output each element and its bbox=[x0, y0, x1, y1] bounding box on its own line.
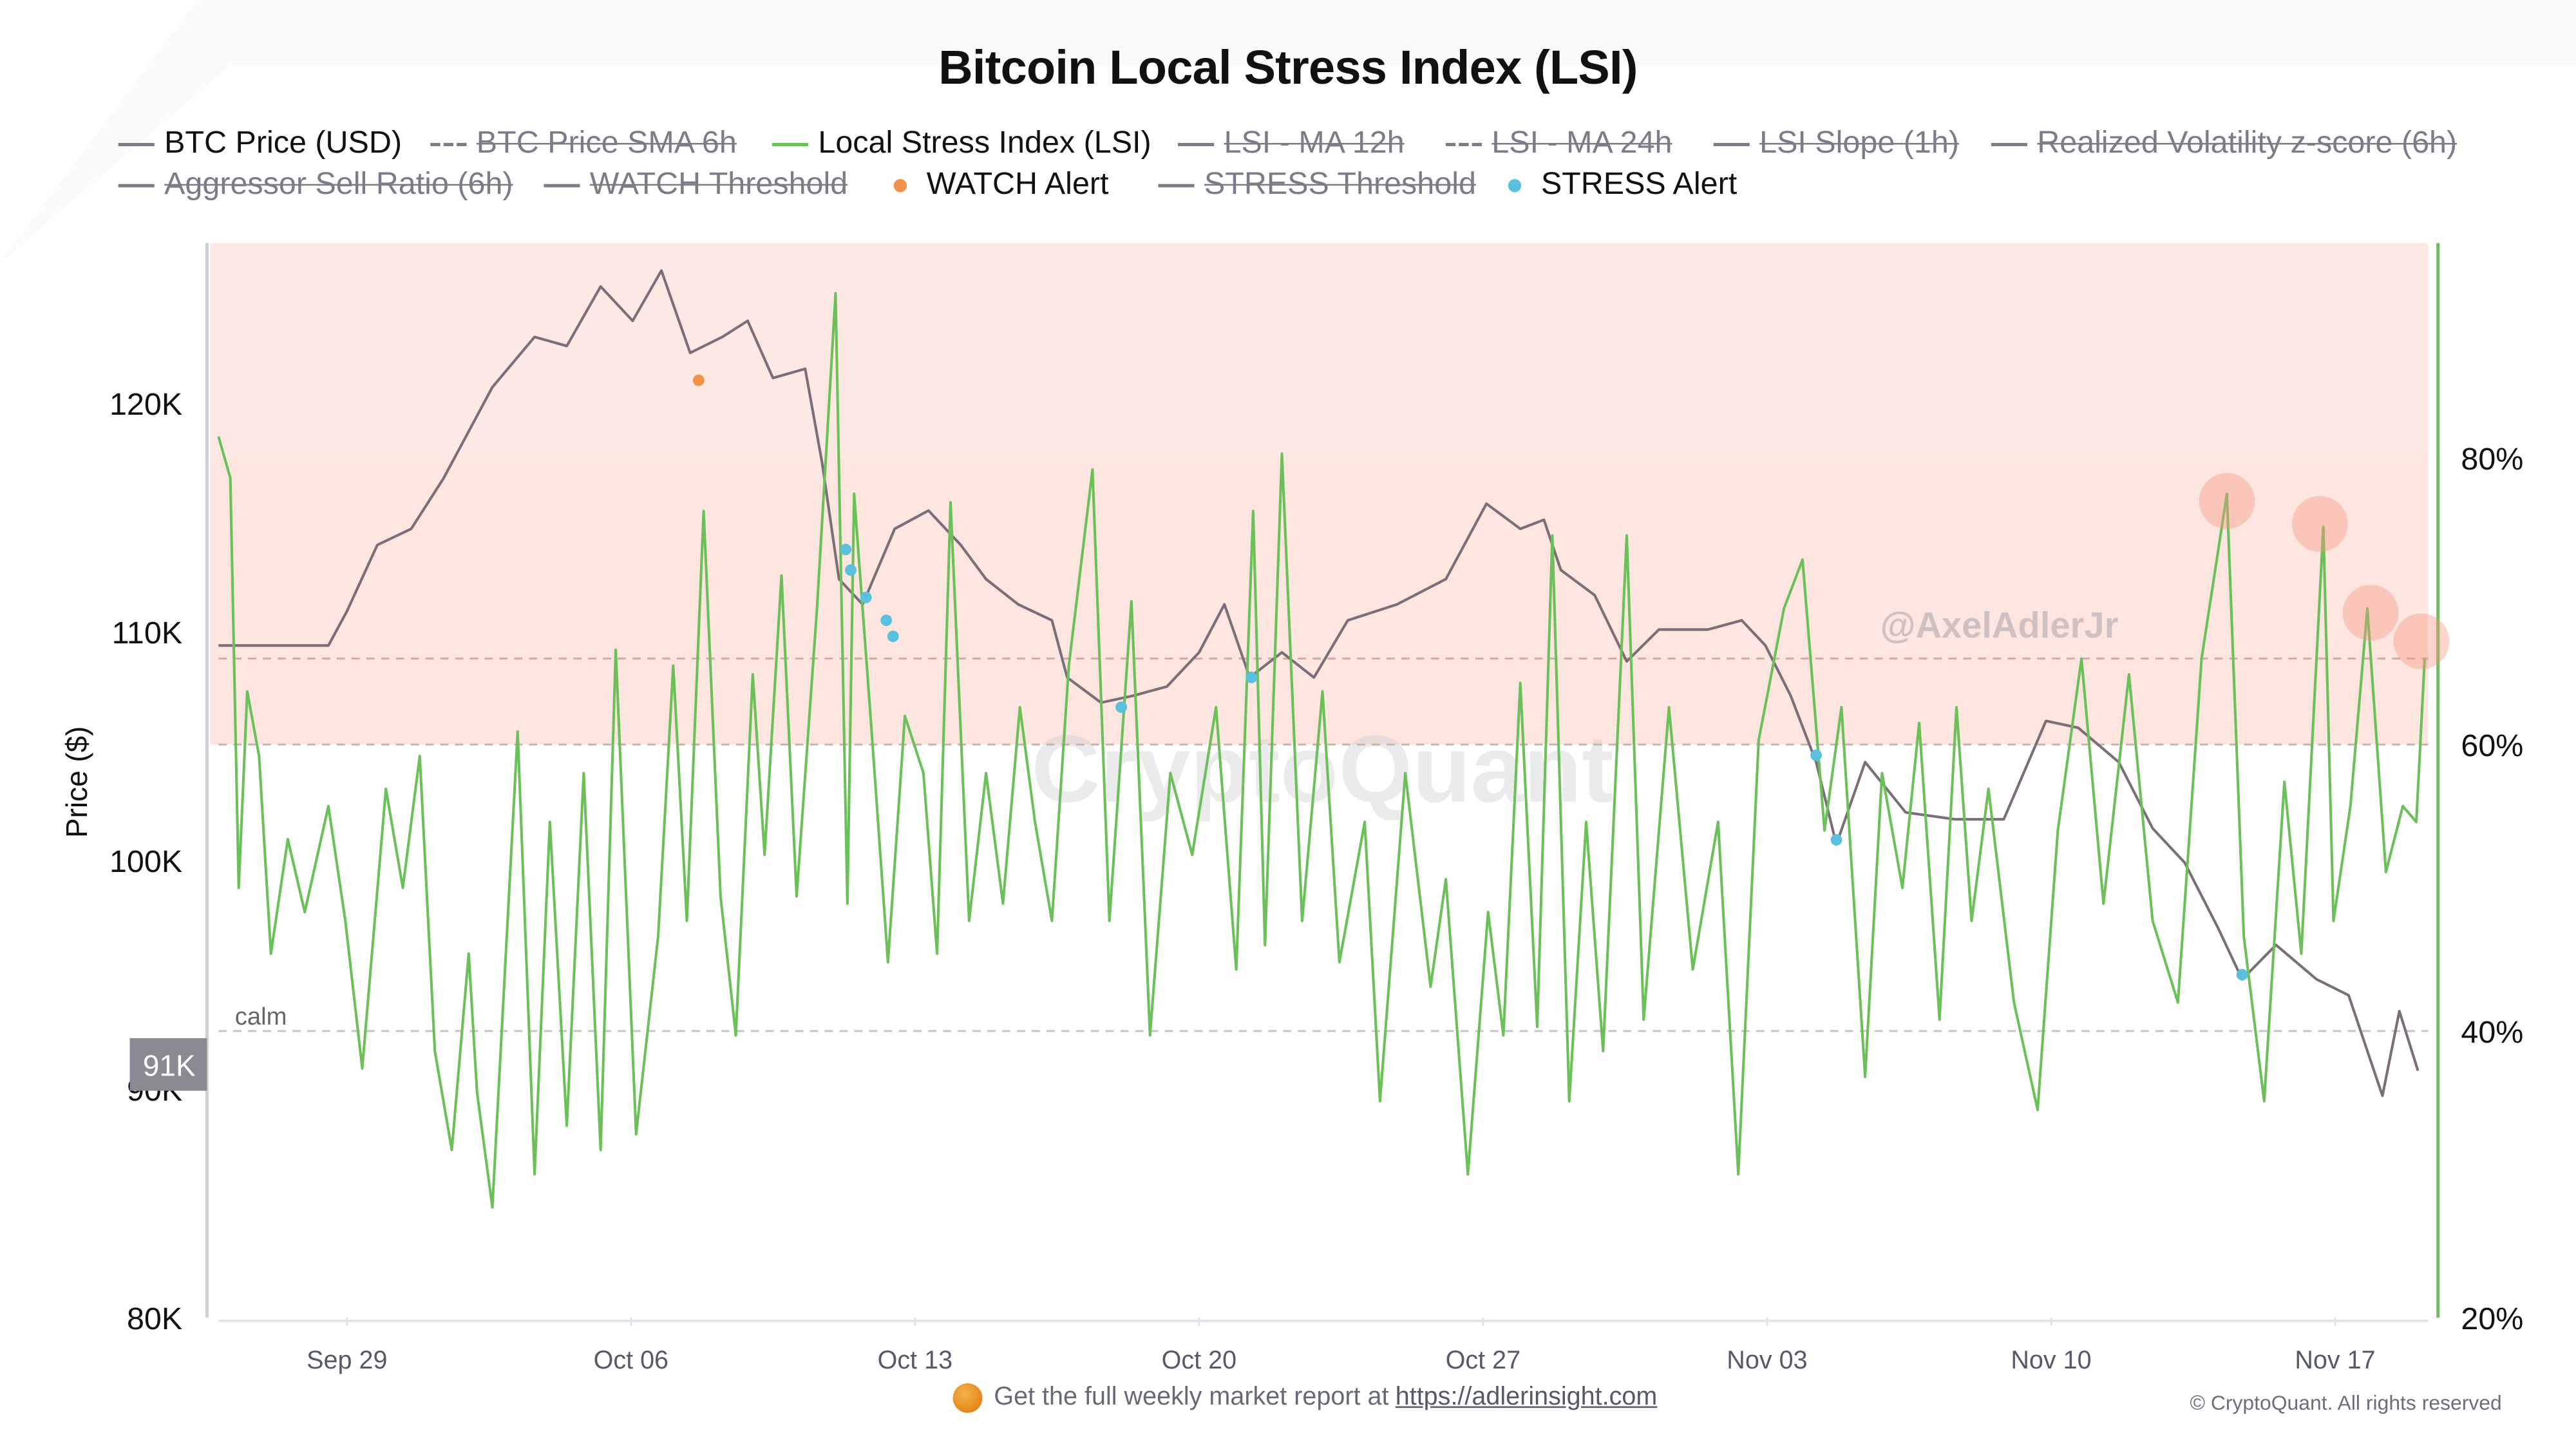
current-price-badge bbox=[129, 1038, 207, 1091]
coin-icon bbox=[952, 1383, 983, 1413]
watch-alert-point bbox=[692, 374, 705, 386]
x-tick-label: Oct 27 bbox=[1446, 1346, 1520, 1374]
legend-label: BTC Price SMA 6h bbox=[476, 126, 737, 161]
stress-highlight-marker bbox=[2199, 473, 2255, 529]
legend-item[interactable]: LSI Slope (1h) bbox=[1713, 126, 1959, 162]
legend-line-icon bbox=[1991, 142, 2027, 147]
legend-line-icon bbox=[118, 184, 155, 187]
legend-label: Local Stress Index (LSI) bbox=[818, 126, 1151, 161]
legend-line-icon bbox=[1158, 184, 1195, 187]
legend-item[interactable]: WATCH Threshold bbox=[544, 167, 848, 204]
legend-line-icon bbox=[430, 142, 467, 147]
legend-item[interactable]: LSI - MA 12h bbox=[1178, 126, 1405, 162]
stress-alert-point bbox=[860, 591, 872, 603]
left-tick-label: 120K bbox=[109, 387, 182, 422]
author-watermark: @AxelAdlerJr bbox=[1880, 605, 2119, 645]
stress-alert-point bbox=[1115, 701, 1128, 714]
copyright: © CryptoQuant. All rights reserved bbox=[2190, 1391, 2502, 1415]
legend-line-icon bbox=[772, 142, 809, 147]
legend-item[interactable]: Aggressor Sell Ratio (6h) bbox=[118, 167, 513, 204]
stress-alert-point bbox=[840, 544, 852, 556]
legend-label: WATCH Alert bbox=[926, 167, 1109, 202]
left-axis-title: Price ($) bbox=[60, 726, 93, 838]
legend-label: STRESS Threshold bbox=[1204, 167, 1476, 202]
right-tick-label: 40% bbox=[2461, 1015, 2523, 1050]
stress-alert-point bbox=[1830, 834, 1842, 846]
chart-title: Bitcoin Local Stress Index (LSI) bbox=[938, 43, 1638, 95]
right-tick-label: 80% bbox=[2461, 442, 2523, 477]
legend-item[interactable]: BTC Price (USD) bbox=[118, 126, 402, 162]
stress-alert-point bbox=[1245, 672, 1258, 683]
legend-item[interactable]: Local Stress Index (LSI) bbox=[772, 126, 1151, 162]
legend-item[interactable]: Realized Volatility z-score (6h) bbox=[1991, 126, 2457, 162]
stress-zone-top bbox=[210, 243, 2429, 459]
footer-link[interactable]: https://adlerinsight.com bbox=[1395, 1383, 1658, 1412]
stress-highlight-marker bbox=[2292, 496, 2348, 552]
x-tick-label: Oct 13 bbox=[878, 1346, 952, 1374]
legend-label: LSI - MA 24h bbox=[1492, 126, 1672, 161]
legend-label: Aggressor Sell Ratio (6h) bbox=[164, 167, 513, 202]
current-price-label: 91K bbox=[143, 1049, 196, 1083]
x-tick-label: Nov 03 bbox=[1727, 1346, 1807, 1374]
x-tick-label: Nov 17 bbox=[2295, 1346, 2375, 1374]
legend-dot-icon bbox=[893, 179, 907, 193]
stress-highlight-marker bbox=[2393, 613, 2450, 670]
stress-alert-point bbox=[845, 564, 857, 576]
lsi-line bbox=[217, 292, 2427, 1209]
legend-label: LSI - MA 12h bbox=[1224, 126, 1405, 161]
legend-label: STRESS Alert bbox=[1540, 167, 1738, 202]
legend-line-icon bbox=[1713, 142, 1750, 147]
x-tick-label: Oct 20 bbox=[1162, 1346, 1236, 1374]
legend-label: LSI Slope (1h) bbox=[1759, 126, 1959, 161]
threshold-label: calm bbox=[235, 1003, 287, 1030]
legend-line-icon bbox=[1445, 142, 1482, 147]
right-tick-label: 20% bbox=[2461, 1302, 2523, 1336]
stress-highlight-marker bbox=[2342, 585, 2399, 641]
legend-label: BTC Price (USD) bbox=[164, 126, 402, 161]
left-tick-label: 110K bbox=[112, 616, 183, 650]
legend-line-icon bbox=[118, 142, 155, 147]
legend-line-icon bbox=[544, 184, 580, 187]
stress-alert-point bbox=[880, 614, 893, 627]
legend-item[interactable]: STRESS Alert bbox=[1502, 167, 1738, 204]
left-tick-label: 100K bbox=[109, 844, 182, 879]
legend-item[interactable]: BTC Price SMA 6h bbox=[430, 126, 737, 162]
x-tick-label: Sep 29 bbox=[307, 1346, 387, 1374]
legend-item[interactable]: STRESS Threshold bbox=[1158, 167, 1476, 204]
stress-alert-point bbox=[1810, 749, 1822, 761]
x-tick-label: Nov 10 bbox=[2011, 1346, 2091, 1374]
right-tick-label: 60% bbox=[2461, 728, 2523, 763]
legend-label: WATCH Threshold bbox=[589, 167, 848, 202]
footer-text: Get the full weekly market report at bbox=[994, 1383, 1389, 1412]
legend-label: Realized Volatility z-score (6h) bbox=[2037, 126, 2458, 161]
footer-promo: Get the full weekly market report at htt… bbox=[952, 1383, 1658, 1413]
left-tick-label: 80K bbox=[127, 1302, 182, 1336]
legend-line-icon bbox=[1178, 142, 1215, 147]
stress-alert-point bbox=[2236, 969, 2248, 981]
legend-item[interactable]: WATCH Alert bbox=[887, 167, 1109, 204]
stress-alert-point bbox=[887, 630, 899, 643]
legend-item[interactable]: LSI - MA 24h bbox=[1445, 126, 1672, 162]
x-tick-label: Oct 06 bbox=[594, 1346, 668, 1374]
legend-dot-icon bbox=[1508, 179, 1522, 193]
